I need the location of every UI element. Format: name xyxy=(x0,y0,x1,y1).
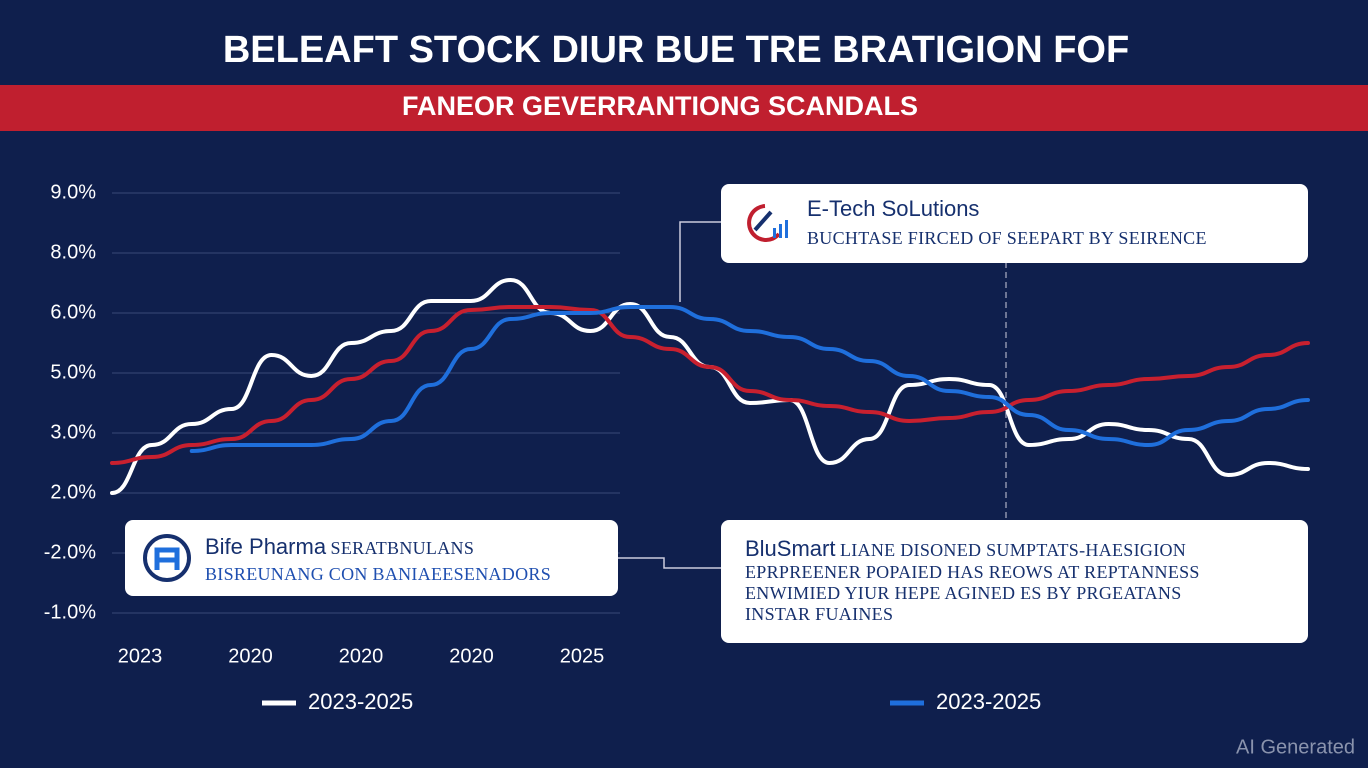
annotation: BluSmart LIANE DISONED SUMPTATS-HAESIGIO… xyxy=(721,520,1308,643)
y-tick-label: -2.0% xyxy=(44,541,96,563)
y-tick-label: 2.0% xyxy=(50,481,96,503)
y-tick-label: -1.0% xyxy=(44,601,96,623)
series-line xyxy=(110,277,1310,495)
x-tick-label: 2020 xyxy=(228,645,273,667)
plot: 9.0% 8.0% 6.0% 5.0% 3.0% 2.0% -2.0% -1.0% 2023 20… xyxy=(44,181,1310,667)
icon xyxy=(143,534,191,582)
series-line xyxy=(189,305,1310,453)
annotation-text: EPRPREENER POPAIED HAS REOWS AT REPTANNE… xyxy=(745,562,1200,582)
chart-subtitle: FANEOR GEVERRANTIONG SCANDALS xyxy=(402,91,918,121)
annotation: Bife Pharma SERATBNULANS BISREUNANG CON … xyxy=(125,520,618,596)
annotation: E-Tech SoLutions BUCHTASE FIRCED OF SEEP… xyxy=(721,184,1308,263)
annotation-text: LIANE DISONED SUMPTATS-HAESIGION xyxy=(839,540,1187,560)
connector xyxy=(679,221,722,302)
y-tick-label: 9.0% xyxy=(50,181,96,203)
watermark: AI Generated xyxy=(1236,736,1355,758)
x-tick-label: 2020 xyxy=(339,645,384,667)
x-tick-label: 2020 xyxy=(449,645,494,667)
y-tick-label: 3.0% xyxy=(50,421,96,443)
annotation-title: BluSmart xyxy=(745,536,836,561)
chart-title: BELEAFT STOCK DIUR BUE TRE BRATIGION FOF xyxy=(223,29,1129,71)
annotation-title: E-Tech SoLutions xyxy=(807,196,980,221)
y-tick-label: 8.0% xyxy=(50,241,96,263)
y-tick-label: 5.0% xyxy=(50,361,96,383)
legend-label: 2023-2025 xyxy=(308,689,413,714)
legend-label: 2023-2025 xyxy=(936,689,1041,714)
connector xyxy=(618,557,722,569)
x-tick-label: 2023 xyxy=(118,645,163,667)
annotation-title: Bife Pharma xyxy=(205,534,327,559)
annotation-text: INSTAR FUAINES xyxy=(745,604,894,624)
x-tick-label: 2025 xyxy=(560,645,605,667)
subtitle-band xyxy=(0,85,1368,131)
y-tick-label: 6.0% xyxy=(50,301,96,323)
annotation-text: ENWIMIED YIUR HEPE AGINED ES BY PRGEATAN… xyxy=(745,583,1182,603)
series-line xyxy=(110,305,1310,465)
annotation-text: BISREUNANG CON BANIAEESENADORS xyxy=(205,564,552,584)
annotation-text: SERATBNULANS xyxy=(330,538,475,558)
annotation-text: BUCHTASE FIRCED OF SEEPART BY SEIRENCE xyxy=(807,228,1207,248)
icon xyxy=(747,204,788,242)
